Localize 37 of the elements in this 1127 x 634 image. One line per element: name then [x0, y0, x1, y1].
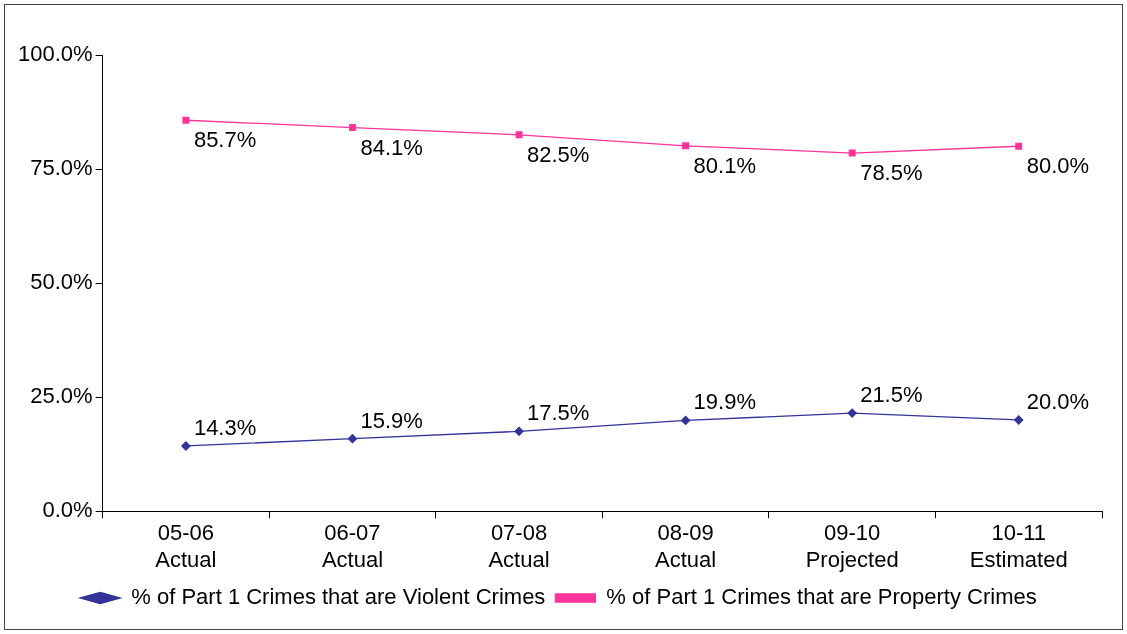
point [1014, 415, 1024, 425]
point [347, 434, 358, 444]
x-tick-label: 07-08 Actual [488, 520, 550, 572]
point [1015, 142, 1023, 150]
y-tick-label: 25.0% [30, 383, 93, 409]
point [348, 124, 356, 132]
x-tick-label: 06-07 Actual [321, 520, 384, 572]
point [181, 441, 191, 451]
y-tick-label: 100.0% [17, 41, 93, 67]
x-tick-label: 05-06 Actual [155, 520, 217, 572]
point [847, 408, 857, 418]
point [182, 116, 190, 124]
point [848, 149, 856, 157]
y-tick-label: 75.0% [30, 155, 93, 181]
data-label: 21.5% [860, 382, 923, 408]
legend-label: % of Part 1 Crimes that are Property Crimes [606, 584, 1037, 610]
data-label: 84.1% [360, 134, 423, 160]
point [515, 131, 523, 139]
data-label: 82.5% [527, 141, 590, 167]
data-label: 19.9% [693, 389, 756, 415]
point [682, 142, 690, 150]
point [514, 426, 524, 437]
data-label: 80.1% [693, 152, 756, 178]
y-tick-label: 0.0% [42, 497, 93, 523]
data-label: 80.0% [1026, 153, 1090, 179]
data-label: 15.9% [360, 407, 423, 433]
data-label: 78.5% [860, 160, 923, 186]
legend-label: % of Part 1 Crimes that are Violent Crimes [131, 584, 546, 610]
x-tick-label: 08-09 Actual [655, 520, 717, 572]
data-label: 14.3% [193, 415, 257, 441]
x-tick-label: 10-11 Estimated [969, 520, 1068, 572]
data-label: 20.0% [1026, 389, 1090, 415]
data-label: 85.7% [193, 127, 257, 153]
x-tick-label: 09-10 Projected [805, 520, 899, 572]
y-tick-label: 50.0% [30, 269, 93, 295]
data-label: 17.5% [527, 400, 590, 426]
point [680, 415, 691, 426]
